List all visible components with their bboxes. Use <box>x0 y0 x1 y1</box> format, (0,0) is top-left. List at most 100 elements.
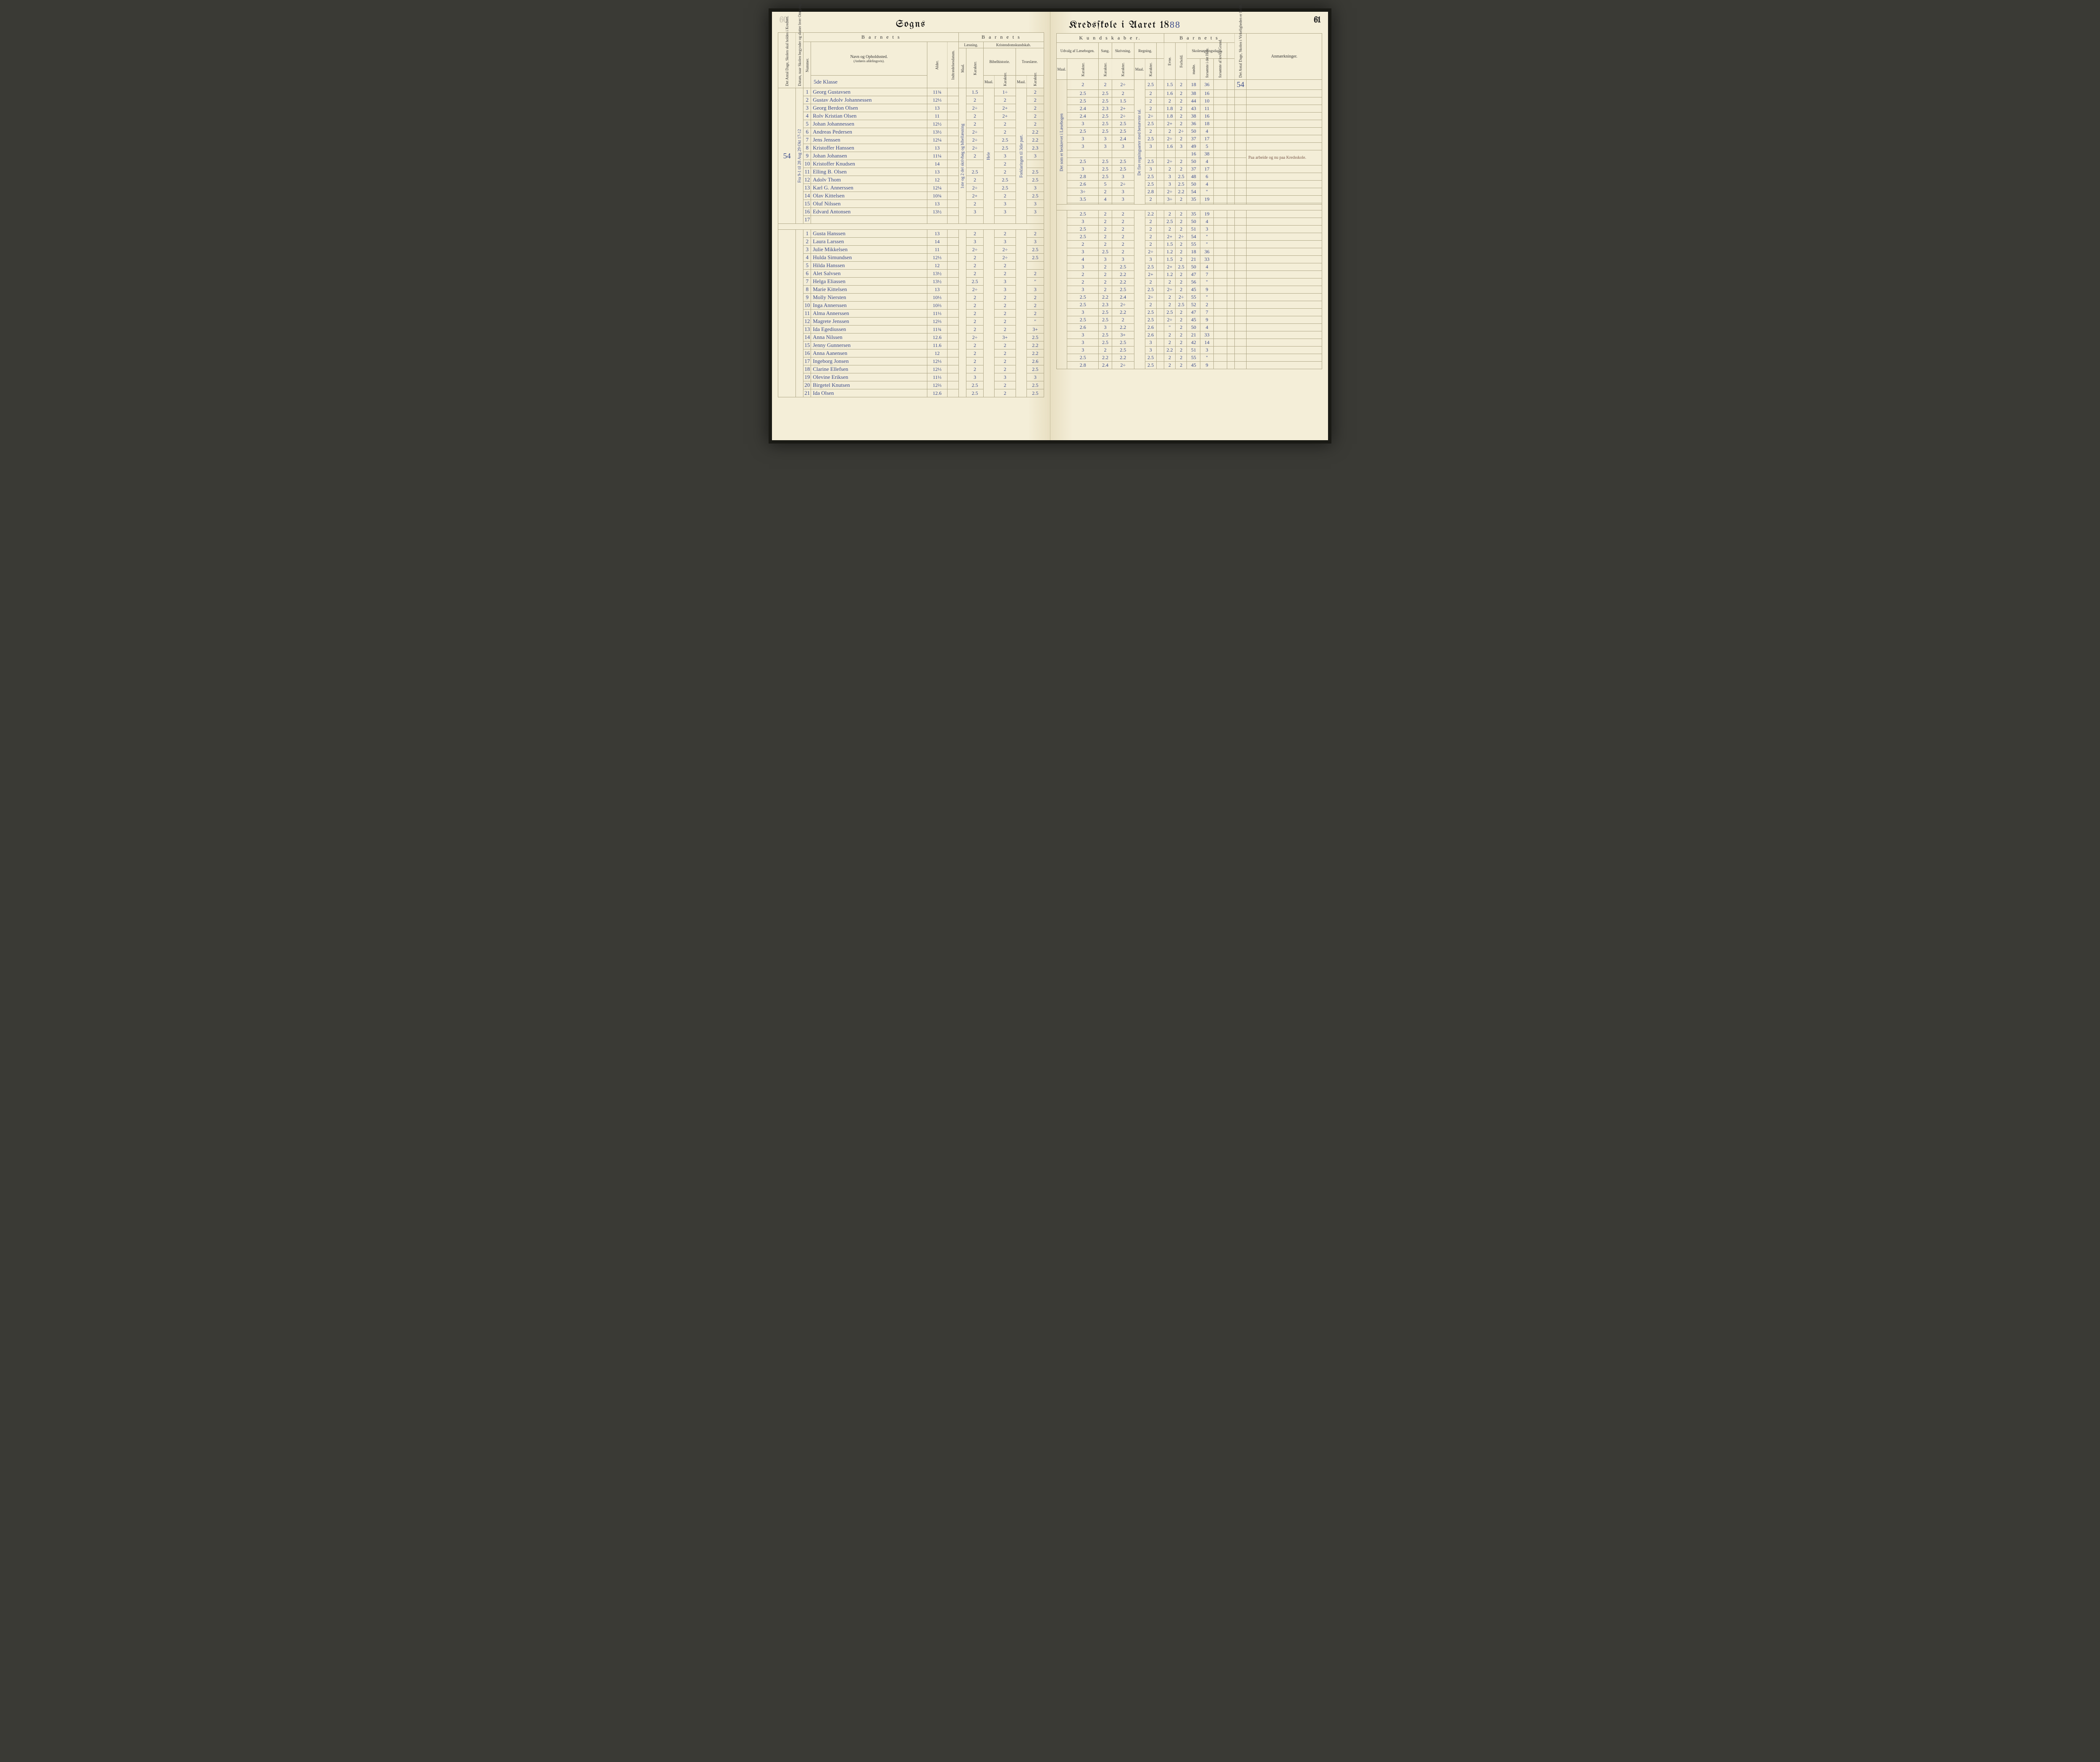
age-cell: 11.6 <box>927 341 947 349</box>
skriv-kar: 2÷ <box>1112 362 1134 369</box>
blank1 <box>1156 43 1164 59</box>
troes-maal: Forklaringen til 3die part. <box>1016 88 1027 224</box>
skriv-kar: 2.2 <box>1112 278 1134 286</box>
forsomte-cell: 7 <box>1200 309 1214 316</box>
laes-kar: 1.5 <box>966 88 984 96</box>
laes-kar: 2 <box>966 294 984 302</box>
col-evne: Evne. <box>1164 43 1175 80</box>
bibel-kar: 2 <box>994 96 1016 104</box>
modte-cell: 50 <box>1187 128 1200 135</box>
forsomte-cell: 10 <box>1200 97 1214 105</box>
udvalg-kar: 3÷ <box>1067 188 1099 196</box>
forsomte-af-cell <box>1213 324 1227 331</box>
table-row: 43331.522133 <box>1056 256 1322 263</box>
page-number-right: 61 <box>1314 16 1321 25</box>
modte-cell: 49 <box>1187 143 1200 150</box>
forhold-cell: 2.5 <box>1176 263 1187 271</box>
col-sk-kar: Karakter. <box>1112 59 1134 80</box>
forsomte-cell: 3 <box>1200 226 1214 233</box>
sang-kar: 2 <box>1099 278 1112 286</box>
forsomte-af-cell <box>1213 150 1227 158</box>
sang-kar: 2.5 <box>1099 331 1112 339</box>
bibel-kar: 3 <box>994 200 1016 208</box>
table-row: 32.522÷1.221836 <box>1056 248 1322 256</box>
blank-cell-2 <box>1227 128 1234 135</box>
blank-cell <box>1156 196 1164 203</box>
remark-cell <box>1247 331 1322 339</box>
student-name: Gusta Hanssen <box>811 230 927 238</box>
blank-cell <box>1156 143 1164 150</box>
bibel-kar: 3 <box>994 286 1016 294</box>
blank-cell-2 <box>1227 286 1234 294</box>
row-number: 6 <box>803 270 811 278</box>
evne-cell: 1.5 <box>1164 80 1175 90</box>
remark-cell <box>1247 301 1322 309</box>
evne-cell: 2÷ <box>1164 188 1175 196</box>
bibel-kar: 2 <box>994 302 1016 310</box>
regn-kar: 2 <box>1145 105 1156 113</box>
modte-cell: 50 <box>1187 158 1200 165</box>
troes-kar: 2.2 <box>1026 136 1044 144</box>
blank-cell <box>1156 150 1164 158</box>
blank-cell <box>1156 165 1164 173</box>
blank-cell <box>1156 256 1164 263</box>
student-name: Rolv Kristian Olsen <box>811 112 927 120</box>
remark-cell <box>1247 241 1322 248</box>
blank-cell-2 <box>1227 256 1234 263</box>
forhold-cell: 2 <box>1176 226 1187 233</box>
regn-kar: 2.6 <box>1145 324 1156 331</box>
table-row: 322.52.52÷2459 <box>1056 286 1322 294</box>
troes-kar: 2 <box>1026 294 1044 302</box>
row-number: 4 <box>803 112 811 120</box>
virk-cell <box>1234 218 1247 226</box>
modte-cell: 52 <box>1187 301 1200 309</box>
age-cell: 12 <box>927 349 947 357</box>
forhold-cell: 2 <box>1176 278 1187 286</box>
forsomte-af-cell <box>1213 226 1227 233</box>
datum-cell <box>796 230 803 397</box>
forsomte-af-cell <box>1213 143 1227 150</box>
skriv-kar: 2+ <box>1112 105 1134 113</box>
table-row: 2.52.22.42÷22÷55" <box>1056 294 1322 301</box>
row-number: 7 <box>803 278 811 286</box>
evne-cell: 1.6 <box>1164 143 1175 150</box>
age-cell: 12.6 <box>927 333 947 341</box>
bibel-kar: 2 <box>994 160 1016 168</box>
table-row: 2.52.52.5222÷504 <box>1056 128 1322 135</box>
evne-cell: 1.8 <box>1164 105 1175 113</box>
evne-cell: 2.5 <box>1164 218 1175 226</box>
blank-cell <box>1156 241 1164 248</box>
laes-kar: 2.5 <box>966 381 984 389</box>
year-suffix: 88 <box>1170 19 1181 30</box>
evne-cell: 2 <box>1164 278 1175 286</box>
forsomte-af-cell <box>1213 331 1227 339</box>
udvalg-kar: 3 <box>1067 339 1099 347</box>
laes-kar: 2.5 <box>966 168 984 176</box>
udvalg-kar: 2 <box>1067 278 1099 286</box>
row-number: 10 <box>803 302 811 310</box>
remark-cell <box>1247 113 1322 120</box>
remark-cell <box>1247 196 1322 203</box>
table-row: 19Olevine Eriksen11⅓333 <box>778 373 1044 381</box>
student-name: Johan Johansen <box>811 152 927 160</box>
forsomte-af-cell <box>1213 248 1227 256</box>
blank-cell-2 <box>1227 173 1234 181</box>
regn-kar: 2 <box>1145 196 1156 203</box>
bibel-maal: Hele <box>983 88 994 224</box>
blank-cell-2 <box>1227 113 1234 120</box>
virk-cell <box>1234 309 1247 316</box>
troes-kar: 3 <box>1026 184 1044 192</box>
blank-cell <box>1156 286 1164 294</box>
row-number: 9 <box>803 152 811 160</box>
forhold-cell: 2÷ <box>1176 294 1187 301</box>
forsomte-af-cell <box>1213 120 1227 128</box>
virk-cell <box>1234 271 1247 278</box>
udvalg-kar: 3 <box>1067 286 1099 294</box>
modte-cell: 18 <box>1187 248 1200 256</box>
forhold-cell: 2 <box>1176 324 1187 331</box>
blank-cell-2 <box>1227 324 1234 331</box>
col-dage: Det Antal Dage, Skolen skal holdes i Kre… <box>778 33 796 88</box>
row-number: 9 <box>803 294 811 302</box>
table-row: 1638Paa arbeide og nu paa Kredsskole. <box>1056 150 1322 158</box>
skriv-kar: 2 <box>1112 233 1134 241</box>
